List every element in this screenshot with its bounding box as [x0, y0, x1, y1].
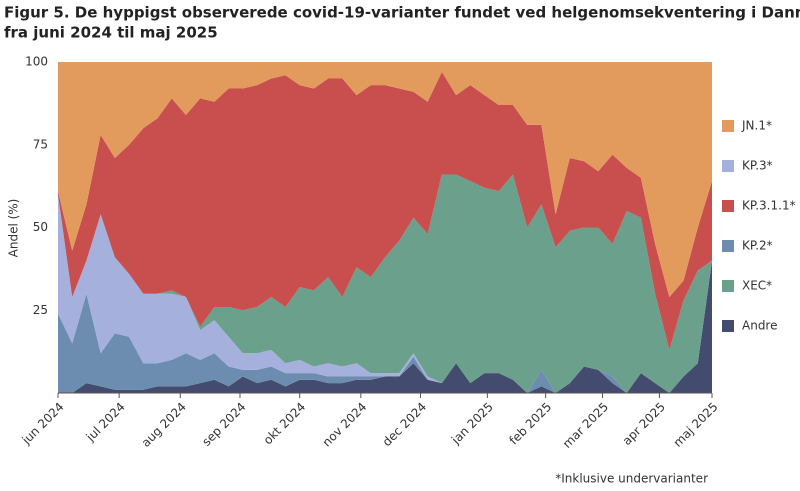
x-tick-label: okt 2024	[261, 400, 309, 448]
y-tick-label: 100	[25, 55, 48, 69]
area	[58, 71, 712, 350]
x-tick-label: sep 2024	[199, 400, 248, 449]
legend-swatch	[722, 160, 734, 172]
chart-title: fra juni 2024 til maj 2025	[4, 24, 218, 42]
y-tick-label: 75	[33, 137, 48, 151]
legend-swatch	[722, 320, 734, 332]
area	[58, 62, 712, 298]
area	[58, 174, 712, 393]
legend-swatch	[722, 120, 734, 132]
legend-label: KP.3*	[742, 159, 773, 173]
x-tick-label: dec 2024	[380, 400, 429, 449]
legend-label: JN.1*	[741, 119, 772, 133]
x-tick-label: aug 2024	[139, 400, 189, 450]
x-tick-label: apr 2025	[620, 400, 668, 448]
x-tick-label: nov 2024	[320, 400, 370, 450]
x-tick-label: jul 2024	[83, 400, 128, 445]
x-tick-label: jun 2024	[19, 400, 67, 448]
legend-swatch	[722, 280, 734, 292]
footnote: *Inklusive undervarianter	[555, 472, 708, 486]
legend-label: KP.2*	[742, 239, 773, 253]
legend-swatch	[722, 200, 734, 212]
y-tick-label: 25	[33, 303, 48, 317]
area	[58, 260, 712, 393]
x-tick-label: feb 2025	[506, 400, 554, 448]
x-tick-label: jan 2025	[448, 400, 496, 448]
y-axis-label: Andel (%)	[7, 199, 21, 258]
x-tick-label: maj 2025	[671, 400, 721, 450]
legend-label: XEC*	[742, 279, 772, 293]
area	[58, 194, 712, 393]
chart-title: Figur 5. De hyppigst observerede covid-1…	[4, 4, 800, 22]
legend-swatch	[722, 240, 734, 252]
legend-label: KP.3.1.1*	[742, 199, 796, 213]
x-tick-label: mar 2025	[560, 400, 611, 451]
legend-label: Andre	[742, 319, 777, 333]
y-tick-label: 50	[33, 220, 48, 234]
